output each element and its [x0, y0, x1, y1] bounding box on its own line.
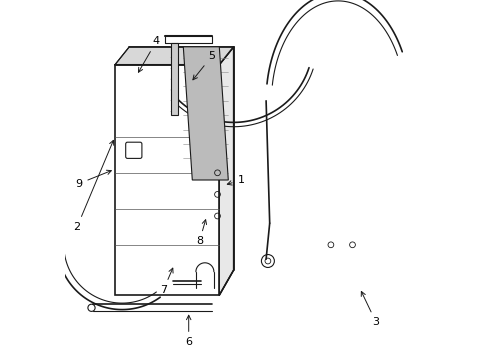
Text: 2: 2 [73, 140, 114, 232]
Text: 4: 4 [138, 36, 160, 72]
Text: 3: 3 [361, 292, 379, 327]
Text: 1: 1 [227, 175, 244, 185]
Text: 8: 8 [196, 220, 206, 246]
Text: 6: 6 [185, 315, 192, 347]
Polygon shape [219, 47, 233, 295]
Text: 9: 9 [75, 170, 111, 189]
Polygon shape [183, 47, 228, 180]
Text: 7: 7 [160, 268, 173, 295]
Polygon shape [170, 43, 178, 115]
FancyBboxPatch shape [125, 142, 142, 158]
Polygon shape [115, 47, 233, 65]
Text: 5: 5 [193, 51, 215, 80]
Polygon shape [115, 65, 219, 295]
